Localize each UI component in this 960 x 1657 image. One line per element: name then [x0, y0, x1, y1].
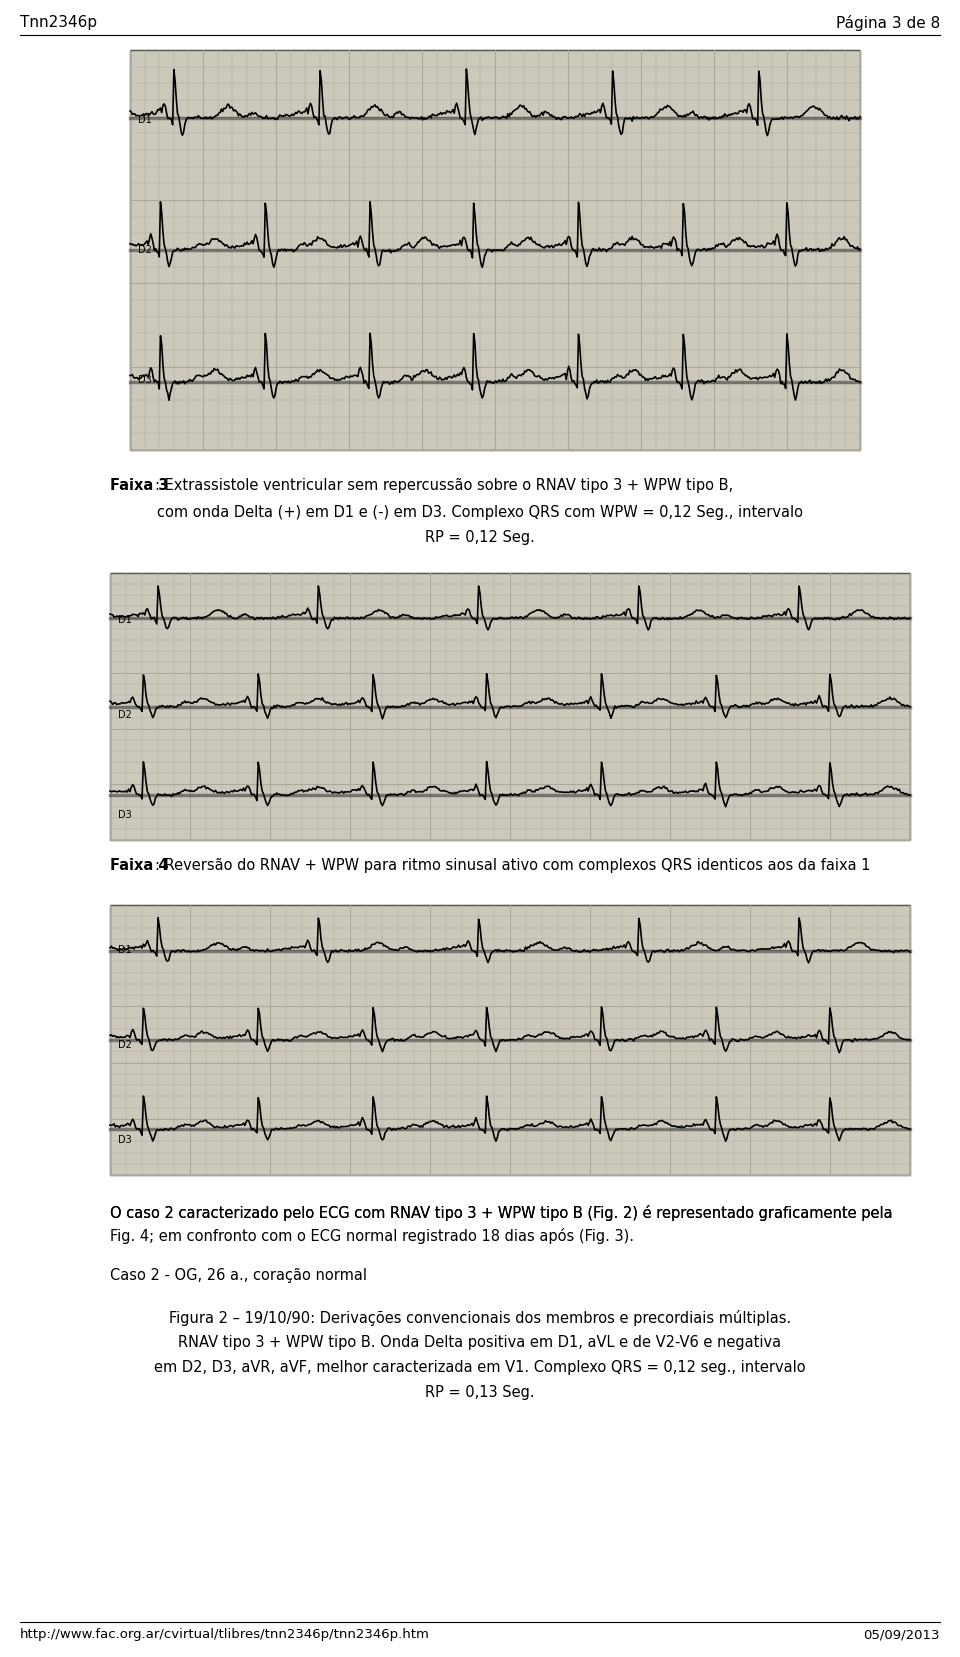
Bar	[130, 50, 860, 451]
Text: Caso 2 - OG, 26 a., coração normal: Caso 2 - OG, 26 a., coração normal	[110, 1268, 367, 1283]
Text: http://www.fac.org.ar/cvirtual/tlibres/tnn2346p/tnn2346p.htm: http://www.fac.org.ar/cvirtual/tlibres/t…	[20, 1627, 430, 1640]
Text: : Extrassistole ventricular sem repercussão sobre o RNAV tipo 3 + WPW tipo B,: : Extrassistole ventricular sem repercus…	[155, 477, 733, 494]
Bar	[110, 573, 910, 840]
Text: RP = 0,13 Seg.: RP = 0,13 Seg.	[425, 1385, 535, 1400]
Text: D1: D1	[118, 944, 132, 954]
Text: O caso 2 caracterizado pelo ECG com RNAV tipo 3 + WPW tipo B (Fig. 2) é represen: O caso 2 caracterizado pelo ECG com RNAV…	[110, 1205, 893, 1221]
Text: Página 3 de 8: Página 3 de 8	[836, 15, 940, 31]
Text: D2: D2	[118, 1041, 132, 1051]
Text: Faixa 3: Faixa 3	[110, 477, 169, 494]
Text: D2: D2	[118, 709, 132, 721]
Text: Tnn2346p: Tnn2346p	[20, 15, 97, 30]
Text: RNAV tipo 3 + WPW tipo B. Onda Delta positiva em D1, aVL e de V2-V6 e negativa: RNAV tipo 3 + WPW tipo B. Onda Delta pos…	[179, 1336, 781, 1350]
Text: D3: D3	[118, 810, 132, 820]
Text: com onda Delta (+) em D1 e (-) em D3. Complexo QRS com WPW = 0,12 Seg., interval: com onda Delta (+) em D1 e (-) em D3. Co…	[157, 505, 803, 520]
Text: Figura 2 – 19/10/90: Derivações convencionais dos membros e precordiais múltipla: Figura 2 – 19/10/90: Derivações convenci…	[169, 1311, 791, 1326]
Text: 05/09/2013: 05/09/2013	[863, 1627, 940, 1640]
Text: O caso 2 caracterizado pelo ECG com RNAV tipo 3 + WPW tipo B (Fig. 2) é represen: O caso 2 caracterizado pelo ECG com RNAV…	[110, 1205, 893, 1221]
Text: D2: D2	[138, 245, 152, 255]
Text: Fig. 4; em confronto com o ECG normal registrado 18 dias após (Fig. 3).: Fig. 4; em confronto com o ECG normal re…	[110, 1228, 634, 1244]
Text: D3: D3	[138, 374, 152, 384]
Text: : Reversão do RNAV + WPW para ritmo sinusal ativo com complexos QRS identicos ao: : Reversão do RNAV + WPW para ritmo sinu…	[155, 858, 871, 873]
Text: D1: D1	[138, 114, 152, 124]
Text: Faixa 4: Faixa 4	[110, 858, 169, 873]
Bar	[110, 905, 910, 1175]
Text: D3: D3	[118, 1135, 132, 1145]
Text: D1: D1	[118, 615, 132, 625]
Text: em D2, D3, aVR, aVF, melhor caracterizada em V1. Complexo QRS = 0,12 seg., inter: em D2, D3, aVR, aVF, melhor caracterizad…	[155, 1360, 805, 1375]
Text: RP = 0,12 Seg.: RP = 0,12 Seg.	[425, 530, 535, 545]
